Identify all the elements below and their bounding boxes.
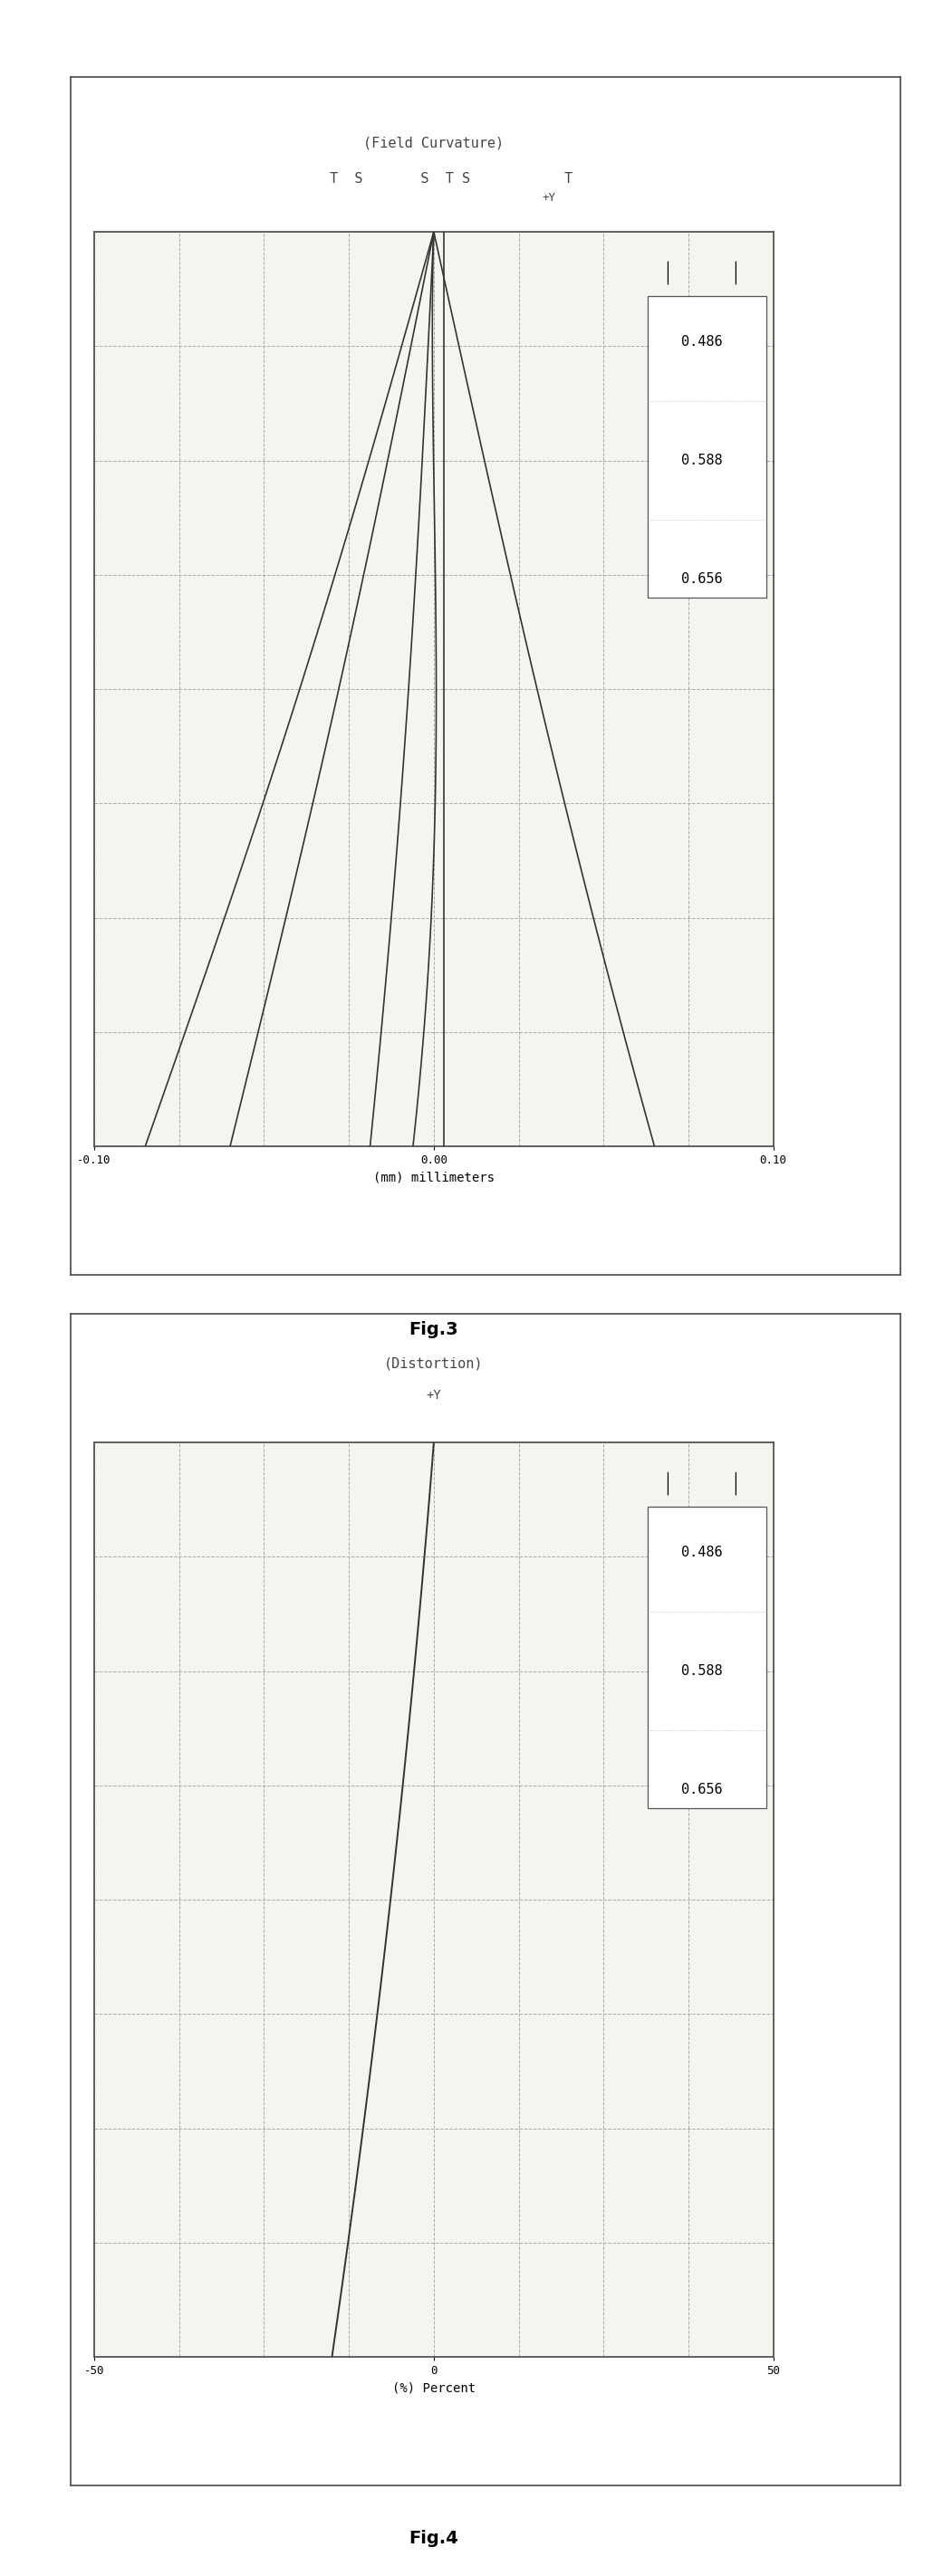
Bar [648,1507,767,1808]
Text: 0.588: 0.588 [681,453,722,466]
Text: 0.656: 0.656 [681,572,722,587]
Text: Fig.3: Fig.3 [409,1321,458,1340]
Text: 0.656: 0.656 [681,1783,722,1798]
Text: T: T [564,173,572,185]
Bar [648,296,767,598]
Text: +Y: +Y [426,1388,441,1401]
Text: Fig.4: Fig.4 [409,2530,458,2548]
Text: (Distortion): (Distortion) [384,1358,484,1370]
Text: 0.486: 0.486 [681,1546,722,1558]
Text: T  S       S  T S: T S S T S [330,173,471,185]
Text: +Y: +Y [542,191,555,204]
Text: (Field Curvature): (Field Curvature) [363,137,505,149]
X-axis label: (%) Percent: (%) Percent [392,2383,475,2396]
X-axis label: (mm) millimeters: (mm) millimeters [373,1172,494,1185]
Text: 0.486: 0.486 [681,335,722,348]
Text: 0.588: 0.588 [681,1664,722,1677]
